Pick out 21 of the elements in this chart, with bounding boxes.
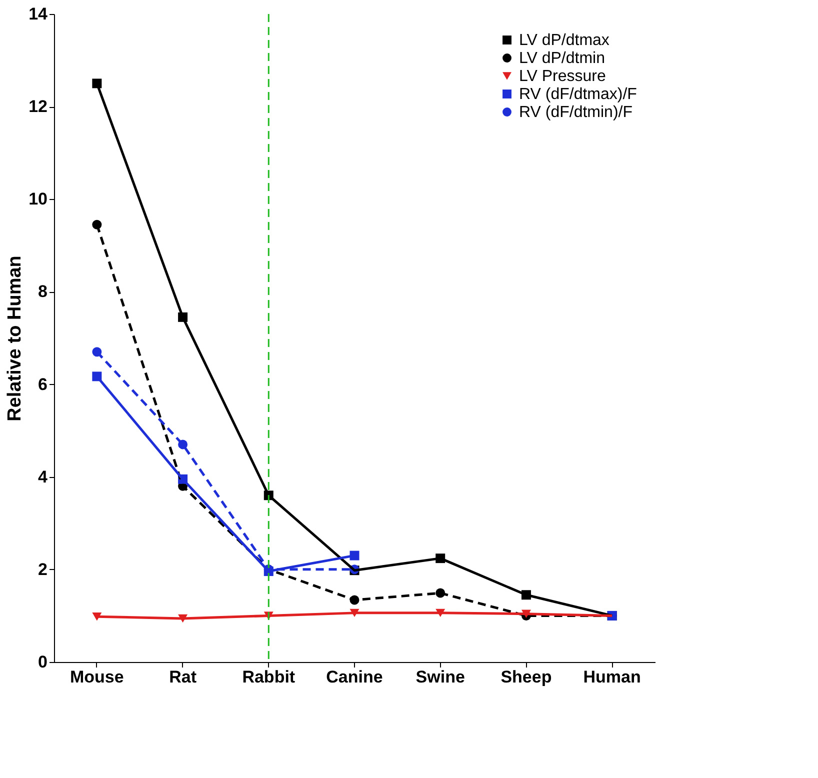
y-tick-label: 2 <box>38 560 48 579</box>
legend-label: LV Pressure <box>519 68 606 85</box>
x-tick-label: Canine <box>326 668 383 686</box>
y-tick-label: 10 <box>28 190 48 209</box>
x-tick-label: Swine <box>416 668 465 686</box>
legend-label: LV dP/dtmin <box>519 50 605 67</box>
x-tick-label: Mouse <box>70 668 124 686</box>
x-tick-label: Rabbit <box>242 668 296 686</box>
legend-label: LV dP/dtmax <box>519 32 610 49</box>
y-tick-label: 0 <box>38 652 48 672</box>
y-axis-title: Relative to Human <box>4 256 26 422</box>
x-tick-label: Rat <box>169 668 197 686</box>
x-tick-label: Sheep <box>500 668 552 686</box>
y-tick-label: 14 <box>28 4 48 24</box>
y-tick-label: 12 <box>28 97 48 116</box>
x-tick-label: Human <box>583 668 641 686</box>
y-tick-label: 4 <box>38 467 48 486</box>
legend-label: RV (dF/dtmin)/F <box>519 104 633 121</box>
y-tick-label: 6 <box>38 374 48 394</box>
legend-label: RV (dF/dtmax)/F <box>519 86 638 103</box>
y-tick-label: 8 <box>38 282 48 302</box>
